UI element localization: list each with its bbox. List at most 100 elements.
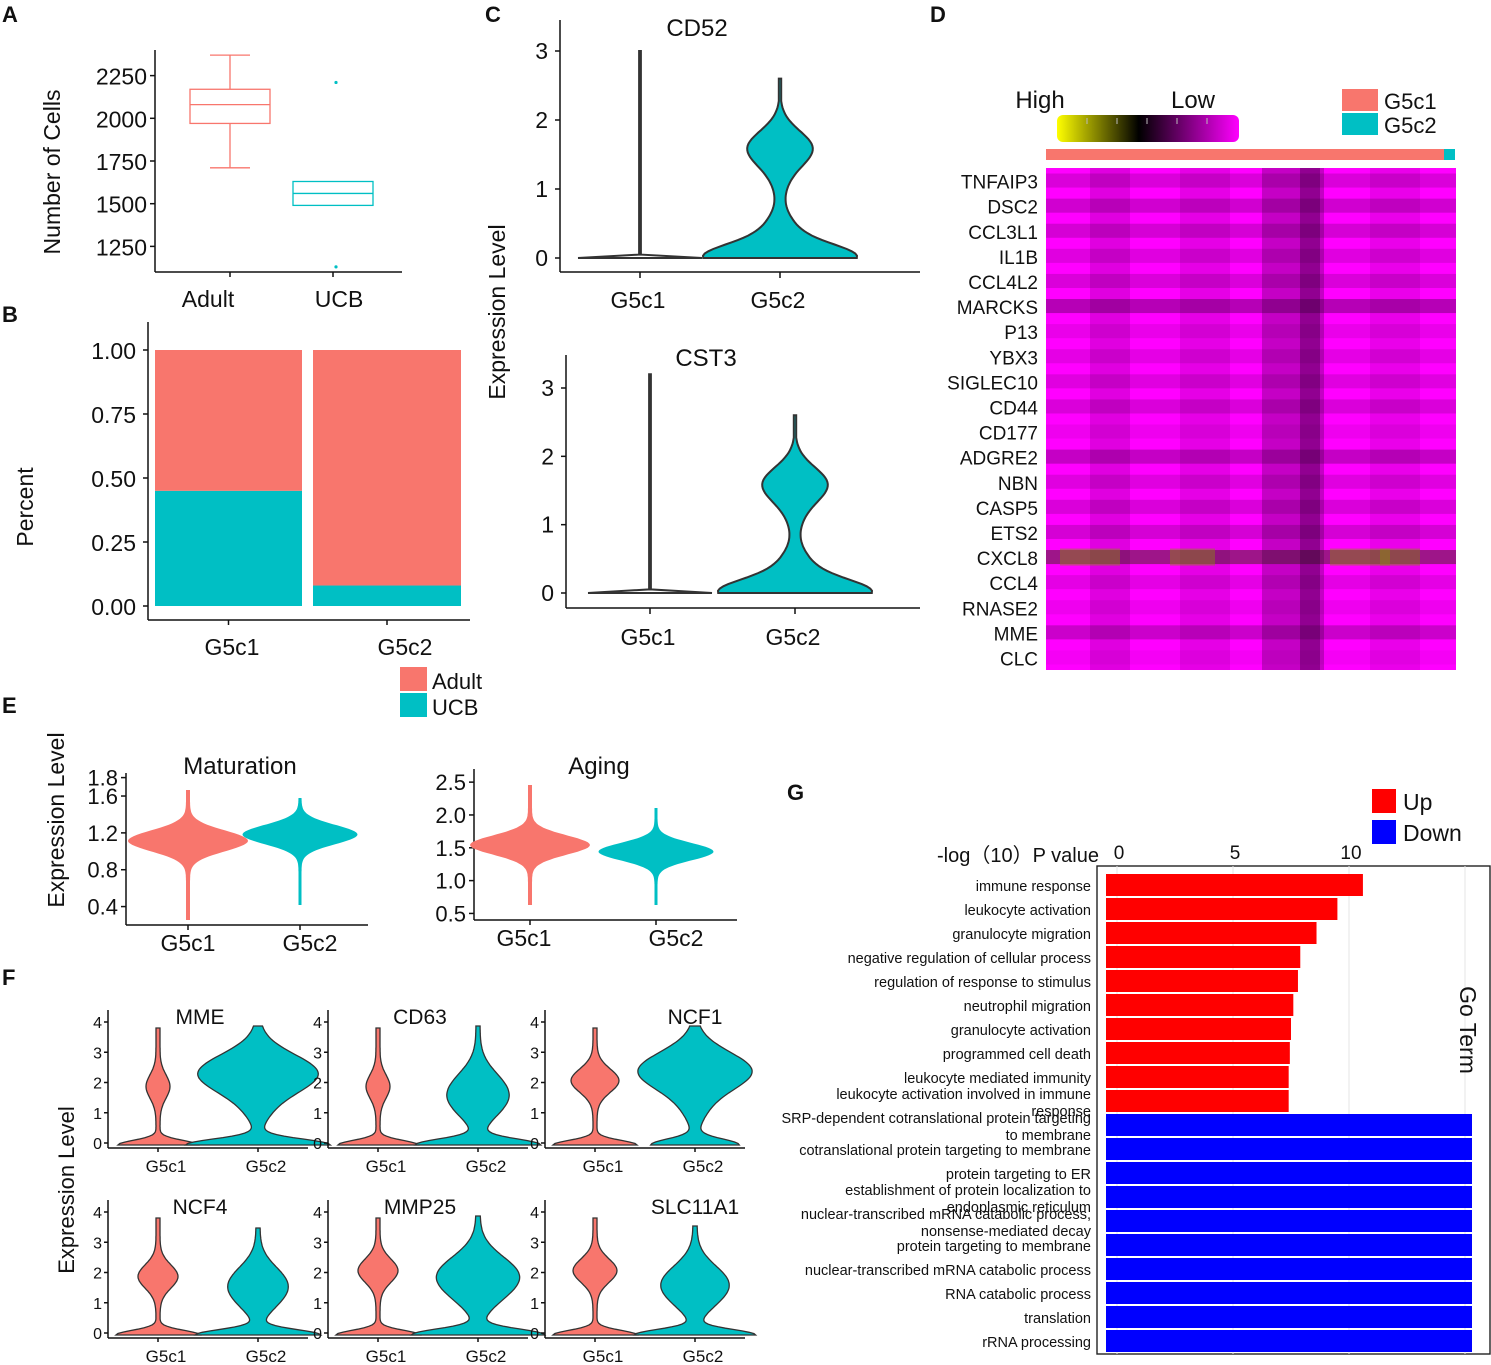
- heatmap-legend-high: High: [1015, 87, 1064, 114]
- x-tick-label: G5c1: [583, 1157, 624, 1176]
- bar-label: nuclear-transcribed mRNA catabolic proce…: [805, 1263, 1091, 1279]
- box-outlier: [334, 80, 338, 85]
- group-bar-g5c1: [1046, 149, 1444, 160]
- heatmap-gene-label: SIGLEC10: [947, 373, 1038, 394]
- y-tick-label: 0.4: [87, 895, 118, 920]
- bar-label: cotranslational protein targeting to mem…: [799, 1143, 1091, 1159]
- heatmap-row-band: [1046, 223, 1456, 238]
- x-tick-label: G5c2: [283, 930, 338, 956]
- y-tick-label: 2.0: [435, 803, 466, 828]
- violin-g5c2: [193, 1227, 323, 1336]
- heatmap-gene-label: RNASE2: [962, 599, 1038, 620]
- y-tick-label: 3: [535, 38, 548, 64]
- panel-g-barchart: -log（10）P value 0 5 10 Go Term Up Down immune r…: [781, 789, 1491, 1355]
- y-tick-label: 1: [541, 512, 554, 538]
- bar-label: granulocyte migration: [952, 927, 1091, 943]
- x-tick-label: G5c2: [766, 624, 821, 650]
- panel-c-violins: Expression Level 0 1 2 3 CD52 G5c1 G5c2 0 1 2 3 CST3…: [484, 15, 920, 650]
- y-axis-label: Expression Level: [54, 1106, 79, 1274]
- heatmap-row-band: [1046, 550, 1456, 565]
- y-tick-label: 0.25: [91, 530, 136, 556]
- heatmap-row-band: [1046, 349, 1456, 364]
- y-tick-label: 2: [313, 1076, 322, 1093]
- heatmap-row-band: [1046, 424, 1456, 439]
- legend-label: G5c2: [1384, 113, 1437, 138]
- heatmap-row-band: [1046, 173, 1456, 188]
- y-tick-label: 3: [530, 1045, 539, 1062]
- heatmap-gene-label: YBX3: [989, 348, 1038, 369]
- plot-title: CD63: [393, 1006, 447, 1029]
- x-tick-label: G5c1: [366, 1347, 407, 1365]
- violin-g5c1: [551, 1027, 639, 1146]
- violin-g5c1: [577, 50, 703, 259]
- heatmap-gene-label: MME: [994, 624, 1038, 645]
- heatmap-gene-label: NBN: [998, 474, 1038, 495]
- heatmap-row-band: [1046, 299, 1456, 314]
- y-tick-label: 1: [530, 1296, 539, 1313]
- bar-label: negative regulation of cellular process: [848, 951, 1091, 967]
- bar-up: [1106, 970, 1298, 992]
- y-tick-label: 2: [530, 1266, 539, 1283]
- y-axis-label: Expression Level: [43, 732, 69, 907]
- legend-swatch-down: [1372, 820, 1396, 844]
- heatmap-row-band: [1046, 650, 1456, 665]
- bar-down: [1106, 1234, 1472, 1256]
- bar-label: to membrane: [1006, 1128, 1091, 1144]
- y-tick-label: 0: [541, 580, 554, 606]
- bar-label: response: [1031, 1104, 1091, 1120]
- y-tick-label: 3: [313, 1045, 322, 1062]
- y-tick-label: 2: [93, 1076, 102, 1093]
- heatmap-gene-label: CCL4: [989, 574, 1038, 595]
- y-tick-label: 2: [530, 1076, 539, 1093]
- heatmap-row-band: [1046, 524, 1456, 539]
- violin-g5c1: [551, 1217, 639, 1336]
- heatmap-gene-label: CD177: [979, 424, 1038, 445]
- bar-up: [1106, 1066, 1289, 1088]
- heatmap-gene-label: CXCL8: [977, 549, 1038, 570]
- heatmap-gene-label: CCL4L2: [968, 273, 1038, 294]
- y-tick-label: 3: [93, 1235, 102, 1252]
- x-tick-label: G5c1: [611, 287, 666, 313]
- bar-label: leukocyte activation involved in immune: [836, 1087, 1091, 1103]
- heatmap-row-band: [1046, 625, 1456, 640]
- x-tick-label: G5c2: [751, 287, 806, 313]
- x-tick-label: G5c1: [366, 1157, 407, 1176]
- legend-label: Up: [1403, 789, 1432, 815]
- bar-label: immune response: [976, 879, 1091, 895]
- heatmap-row-band: [1046, 248, 1456, 263]
- heatmap-row-band: [1046, 474, 1456, 489]
- x-tick-label: G5c2: [683, 1347, 724, 1365]
- panel-letter-B: B: [2, 302, 18, 327]
- violin-g5c2: [409, 1215, 547, 1336]
- panel-letter-A: A: [2, 2, 18, 27]
- y-tick-label: 0.50: [91, 466, 136, 492]
- x-tick-label: G5c2: [246, 1347, 287, 1365]
- violin-plot-ncf4: 0 1 2 3 4 NCF4 G5c1 G5c2: [93, 1196, 323, 1365]
- heatmap-gene-label: CASP5: [976, 499, 1038, 520]
- bar-label: endoplasmic reticulum: [947, 1200, 1091, 1216]
- violin-plot-slc11a1: 0 1 2 3 4 SLC11A1 G5c1 G5c2: [530, 1196, 758, 1365]
- y-tick-label: 1.6: [87, 784, 118, 809]
- bar-down: [1106, 1306, 1472, 1328]
- heatmap-row-band: [1046, 499, 1456, 514]
- bar-label: SRP-dependent cotranslational protein ta…: [781, 1111, 1091, 1127]
- legend-swatch-g5c2: [1342, 113, 1378, 135]
- bar-up: [1106, 922, 1317, 944]
- bar-ucb: [313, 585, 461, 606]
- y-tick-label: 2: [535, 107, 548, 133]
- bar-down: [1106, 1330, 1472, 1352]
- violin-g5c1: [128, 790, 248, 920]
- bar-down: [1106, 1162, 1472, 1184]
- bar-adult: [155, 350, 302, 491]
- bar-adult: [313, 350, 461, 586]
- x-tick-label: G5c1: [161, 930, 216, 956]
- violin-plot-aging: 0.5 1.0 1.5 2.0 2.5 Aging G5c1 G5c2: [435, 753, 737, 951]
- violin-g5c1: [334, 1217, 422, 1336]
- heatmap-column-shade: [1090, 168, 1130, 670]
- bar-ucb: [155, 490, 302, 606]
- panel-letter-C: C: [485, 2, 501, 27]
- heatmap-gene-label: DSC2: [987, 198, 1038, 219]
- panel-letter-F: F: [2, 965, 15, 990]
- bar-down: [1106, 1186, 1472, 1208]
